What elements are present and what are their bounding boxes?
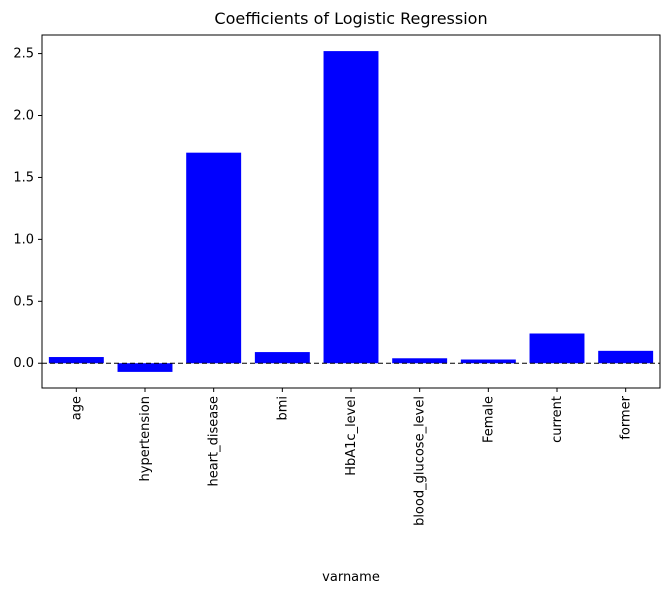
y-tick-label: 2.5 — [13, 47, 34, 62]
x-tick-label: former — [619, 395, 634, 439]
x-tick-label: age — [69, 396, 84, 420]
y-tick-label: 0.0 — [13, 356, 34, 371]
chart-title: Coefficients of Logistic Regression — [214, 9, 487, 28]
bar-age — [48, 357, 104, 364]
bar-HbA1c_level — [323, 51, 379, 364]
y-tick-label: 1.5 — [13, 170, 34, 185]
x-tick-label: Female — [481, 396, 496, 443]
bar-Female — [460, 359, 516, 364]
x-tick-label: HbA1c_level — [344, 396, 359, 476]
plot-area: 0.0 0.5 1.0 1.5 2.0 2.5 age hypertension heart_d… — [13, 34, 661, 526]
y-tick-label: 0.5 — [13, 294, 34, 309]
bar-hypertension — [117, 363, 173, 372]
bar-blood_glucose_level — [392, 358, 448, 364]
bar-bmi — [254, 352, 310, 364]
x-tick-label: blood_glucose_level — [413, 396, 428, 526]
x-tick-label: current — [550, 396, 565, 443]
plot-frame — [41, 34, 661, 389]
bar-heart_disease — [186, 152, 242, 364]
y-tick-label: 2.0 — [13, 109, 34, 124]
x-axis-label: varname — [322, 570, 380, 585]
x-tick-label: bmi — [275, 396, 290, 421]
x-tick-label: hypertension — [138, 396, 153, 481]
y-tick-label: 1.0 — [13, 232, 34, 247]
x-tick-label: heart_disease — [207, 396, 222, 487]
bar-current — [529, 333, 585, 364]
bar-former — [598, 350, 654, 364]
